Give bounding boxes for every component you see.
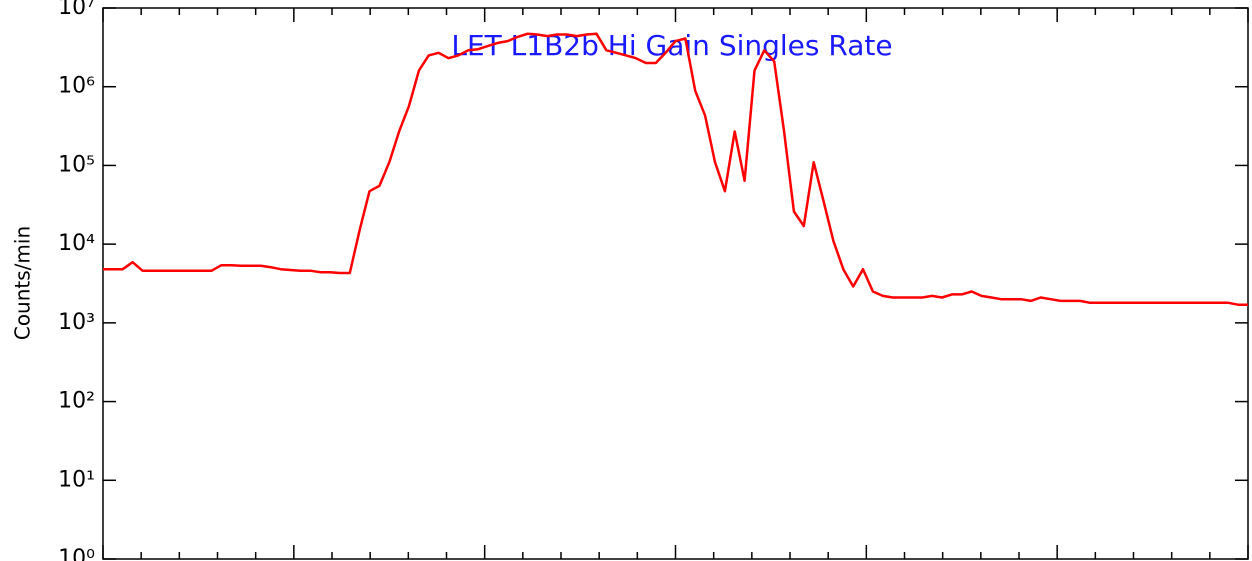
y-tick-label: 10⁵ (58, 152, 95, 177)
y-tick-label: 10⁷ (58, 0, 95, 20)
y-tick-label: 10⁶ (58, 74, 95, 99)
y-axis-label: Counts/min (11, 226, 35, 340)
y-tick-label: 10² (58, 389, 95, 414)
y-tick-label: 10¹ (58, 467, 95, 492)
plot-frame (102, 7, 1249, 560)
y-tick-label: 10⁴ (58, 231, 95, 256)
y-tick-label: 10³ (58, 310, 95, 335)
data-line (103, 32, 1248, 306)
y-tick-label: 10⁰ (58, 546, 95, 561)
